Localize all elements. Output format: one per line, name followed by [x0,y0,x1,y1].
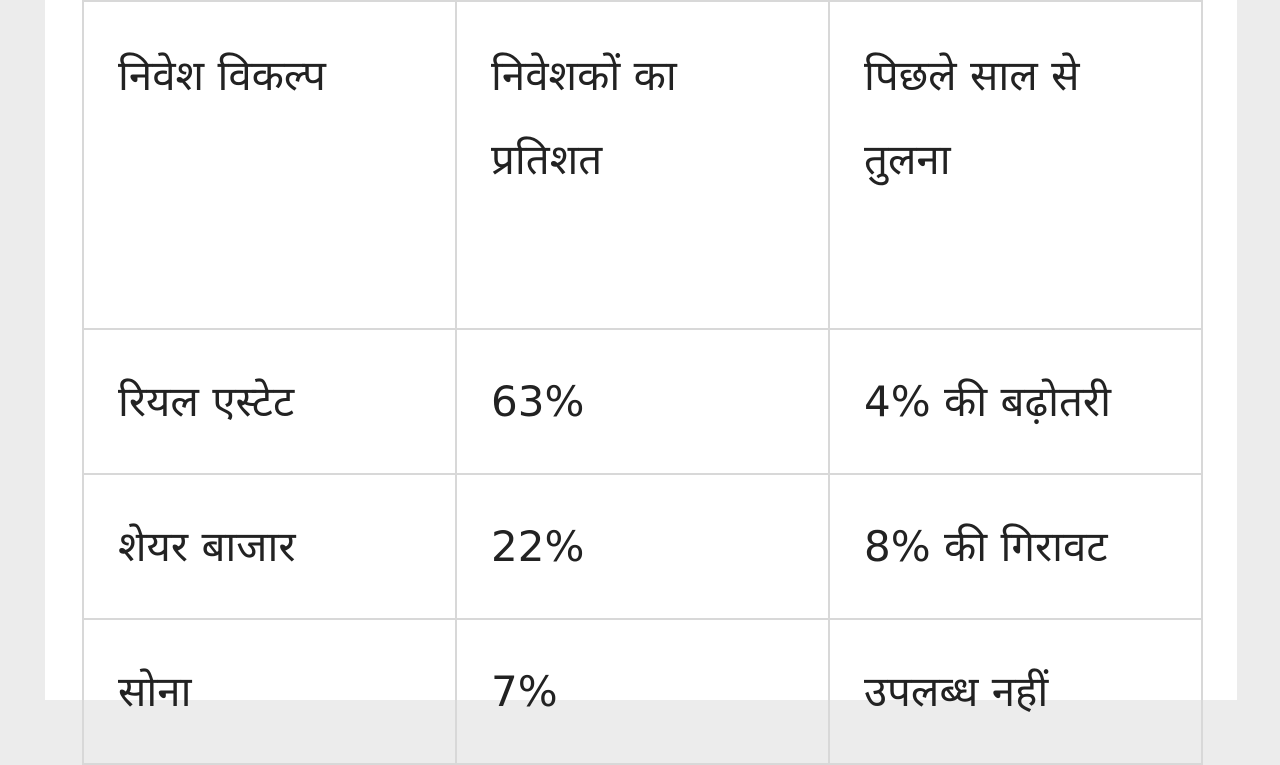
table-cell: सोना [82,618,457,765]
table-row: रियल एस्टेट 63% 4% की बढ़ोतरी [82,328,1203,475]
table-cell: 22% [455,473,830,620]
table-cell: 4% की बढ़ोतरी [828,328,1203,475]
table-row: सोना 7% उपलब्ध नहीं [82,618,1203,765]
table-cell: शेयर बाजार [82,473,457,620]
page: निवेश विकल्प निवेशकों का प्रतिशत पिछले स… [45,0,1237,765]
header-cell: निवेशकों का प्रतिशत [455,0,830,330]
header-cell: निवेश विकल्प [82,0,457,330]
header-cell: पिछले साल से तुलना [828,0,1203,330]
table-cell: 8% की गिरावट [828,473,1203,620]
table-cell: 63% [455,328,830,475]
table-cell: 7% [455,618,830,765]
table-cell: उपलब्ध नहीं [828,618,1203,765]
table-row: शेयर बाजार 22% 8% की गिरावट [82,473,1203,620]
table-header-row: निवेश विकल्प निवेशकों का प्रतिशत पिछले स… [82,0,1203,330]
table-cell: रियल एस्टेट [82,328,457,475]
investment-table: निवेश विकल्प निवेशकों का प्रतिशत पिछले स… [82,0,1203,765]
